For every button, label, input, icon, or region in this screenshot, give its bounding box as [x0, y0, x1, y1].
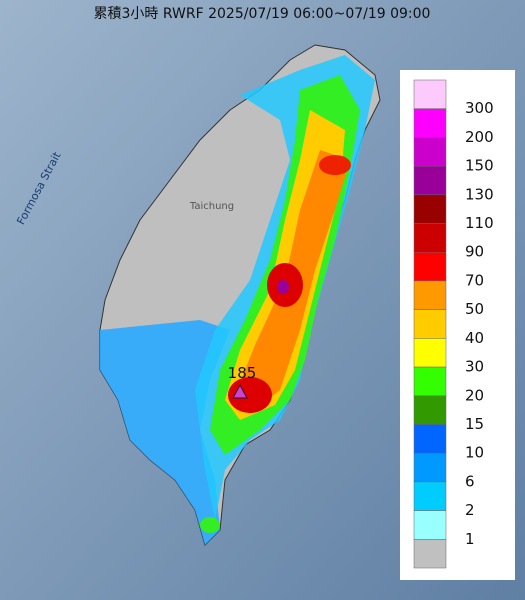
legend-label: 50 [465, 300, 484, 318]
legend: 300 200 150 130 110 90 70 50 40 30 20 15 10 6 2 1 [413, 79, 494, 569]
legend-swatch [413, 452, 447, 483]
legend-swatch [413, 165, 447, 196]
legend-swatch [413, 366, 447, 397]
legend-label: 70 [465, 271, 484, 289]
legend-swatch [413, 510, 447, 540]
legend-label: 30 [465, 358, 484, 376]
legend-swatch [413, 137, 447, 167]
legend-swatch [413, 251, 447, 282]
island [99, 44, 381, 546]
legend-swatch [413, 424, 447, 454]
legend-label: 1 [465, 530, 475, 548]
legend-swatch [413, 338, 447, 368]
legend-label: 90 [465, 243, 484, 261]
legend-swatch [413, 223, 447, 253]
legend-label: 6 [465, 472, 475, 490]
legend-label: 150 [465, 157, 494, 175]
legend-swatch [413, 79, 447, 109]
legend-label: 300 [465, 99, 494, 117]
legend-label: 200 [465, 128, 494, 146]
legend-label: 10 [465, 444, 484, 462]
legend-swatch [413, 539, 447, 569]
legend-swatch [413, 280, 447, 310]
legend-swatch [413, 481, 447, 511]
city-label: Taichung [189, 201, 234, 212]
legend-label: 130 [465, 185, 494, 203]
title: 累積3小時 RWRF 2025/07/19 06:00~07/19 09:00 [94, 6, 431, 22]
legend-label: 2 [465, 501, 475, 519]
legend-swatch [413, 108, 447, 138]
legend-swatch [413, 309, 447, 339]
legend-label: 20 [465, 386, 484, 404]
max-label: 185 [228, 364, 257, 382]
legend-label: 40 [465, 329, 484, 347]
legend-swatch [413, 194, 447, 224]
legend-label: 110 [465, 214, 494, 232]
legend-label: 15 [465, 415, 484, 433]
legend-swatch [413, 395, 447, 425]
